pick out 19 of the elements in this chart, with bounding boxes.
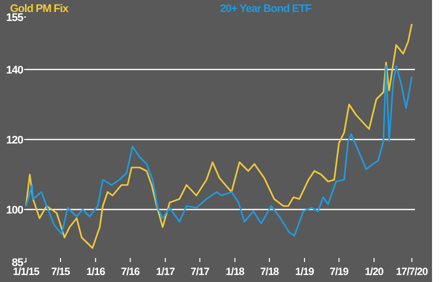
y-tick-label: 120 (6, 134, 24, 146)
x-tick-label: 17/7/20 (396, 266, 428, 278)
line-series (25, 65, 413, 237)
x-tick-label: 7/17 (190, 266, 210, 278)
y-tick-label: 100 (6, 204, 24, 216)
x-tick-label: 1/18 (226, 266, 245, 278)
x-tick-label: 7/16 (121, 266, 140, 278)
x-tick-label: 7/19 (330, 266, 349, 278)
x-tick-label: 1/17 (156, 266, 176, 278)
x-tick-label: 1/1/15 (12, 266, 40, 278)
y-tick-label: 140 (6, 64, 24, 76)
y-tick-label: 155 (6, 12, 24, 24)
x-tick-label: 1/20 (364, 266, 384, 278)
line-series (25, 23, 413, 249)
x-tick-label: 7/18 (260, 266, 280, 278)
x-tick-label: 7/15 (51, 266, 70, 278)
x-tick-label: 1/19 (295, 266, 314, 278)
text: 20+ Year Bond ETF (220, 3, 312, 15)
x-tick-label: 1/16 (86, 266, 106, 278)
